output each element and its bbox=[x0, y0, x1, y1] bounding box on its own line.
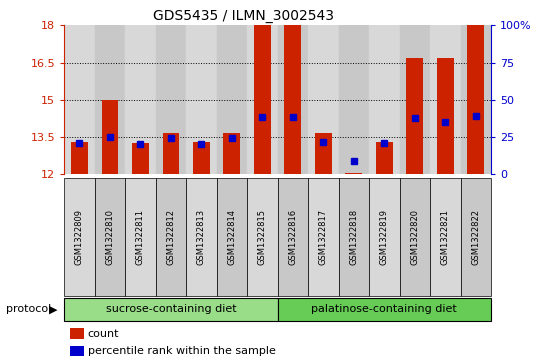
Bar bbox=[278, 25, 308, 174]
Text: ▶: ▶ bbox=[49, 305, 57, 314]
Text: GSM1322815: GSM1322815 bbox=[258, 209, 267, 265]
Bar bbox=[315, 133, 331, 174]
Text: GSM1322809: GSM1322809 bbox=[75, 209, 84, 265]
Bar bbox=[376, 142, 393, 174]
Bar bbox=[102, 100, 118, 174]
Text: GSM1322811: GSM1322811 bbox=[136, 209, 145, 265]
Text: GSM1322820: GSM1322820 bbox=[410, 209, 419, 265]
Text: GSM1322817: GSM1322817 bbox=[319, 209, 328, 265]
Bar bbox=[132, 143, 149, 174]
Bar bbox=[64, 25, 95, 174]
Text: GSM1322813: GSM1322813 bbox=[197, 209, 206, 265]
Bar bbox=[339, 25, 369, 174]
Bar bbox=[247, 25, 277, 174]
Text: protocol: protocol bbox=[6, 305, 51, 314]
Bar bbox=[430, 25, 460, 174]
Text: GSM1322818: GSM1322818 bbox=[349, 209, 358, 265]
Text: GSM1322819: GSM1322819 bbox=[380, 209, 389, 265]
Bar bbox=[71, 142, 88, 174]
Bar bbox=[437, 58, 454, 174]
Bar bbox=[468, 25, 484, 174]
Text: GSM1322822: GSM1322822 bbox=[472, 209, 480, 265]
Bar bbox=[254, 25, 271, 174]
Text: GSM1322812: GSM1322812 bbox=[166, 209, 175, 265]
Text: palatinose-containing diet: palatinose-containing diet bbox=[311, 305, 457, 314]
Bar bbox=[460, 25, 491, 174]
Text: GDS5435 / ILMN_3002543: GDS5435 / ILMN_3002543 bbox=[153, 9, 334, 23]
Text: percentile rank within the sample: percentile rank within the sample bbox=[88, 346, 276, 356]
Bar bbox=[95, 25, 125, 174]
Bar bbox=[285, 25, 301, 174]
Text: GSM1322810: GSM1322810 bbox=[105, 209, 114, 265]
Text: sucrose-containing diet: sucrose-containing diet bbox=[105, 305, 236, 314]
Bar bbox=[193, 142, 210, 174]
Text: GSM1322821: GSM1322821 bbox=[441, 209, 450, 265]
Bar bbox=[217, 25, 247, 174]
Bar bbox=[369, 25, 400, 174]
Bar bbox=[406, 58, 423, 174]
Bar bbox=[345, 173, 362, 174]
Text: GSM1322814: GSM1322814 bbox=[227, 209, 237, 265]
Bar bbox=[308, 25, 339, 174]
Bar bbox=[186, 25, 217, 174]
Bar bbox=[162, 133, 179, 174]
Bar bbox=[156, 25, 186, 174]
Bar bbox=[400, 25, 430, 174]
Bar bbox=[125, 25, 156, 174]
Text: count: count bbox=[88, 329, 119, 339]
Bar bbox=[224, 133, 240, 174]
Text: GSM1322816: GSM1322816 bbox=[288, 209, 297, 265]
